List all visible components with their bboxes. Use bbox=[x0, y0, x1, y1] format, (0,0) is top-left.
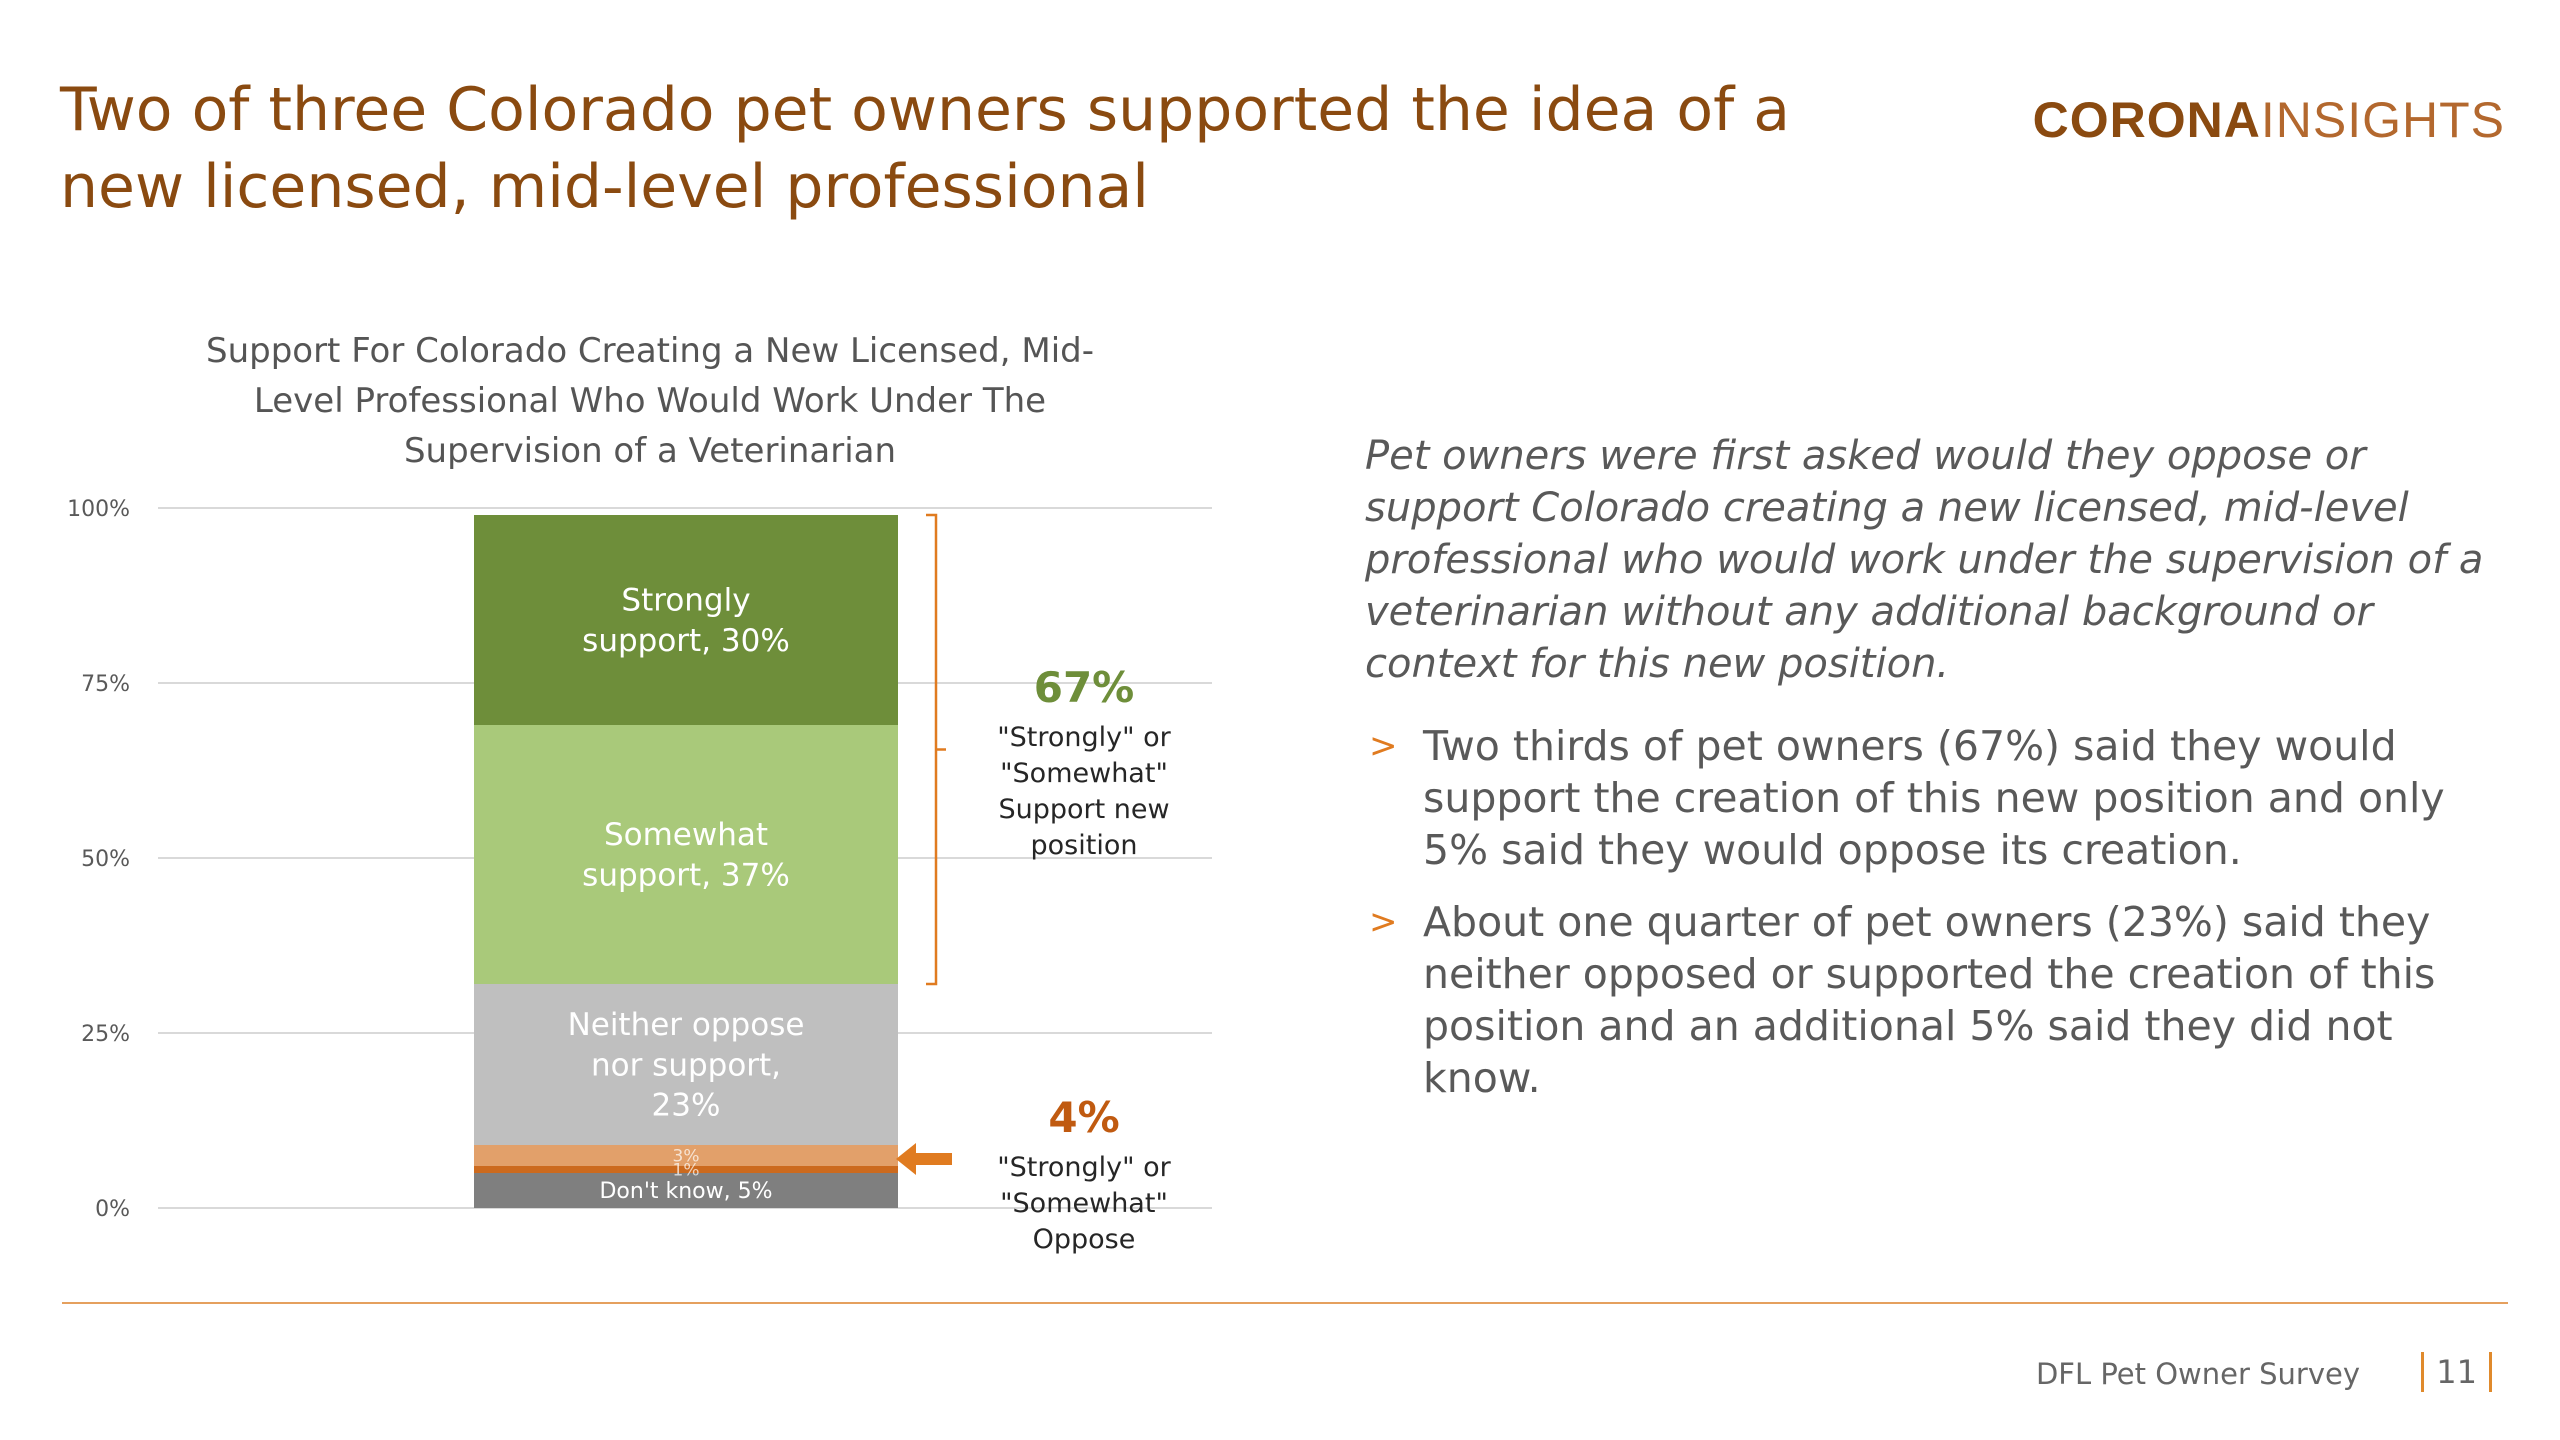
footer-survey-name: DFL Pet Owner Survey bbox=[2035, 1357, 2360, 1391]
finding-support-text: Two thirds of pet owners (67%) said they… bbox=[1423, 722, 2445, 874]
bar-segment-somewhat-oppose bbox=[474, 1145, 898, 1166]
oppose-annotation-line: Oppose bbox=[1033, 1224, 1136, 1255]
intro-description: Pet owners were first asked would they o… bbox=[1365, 433, 2484, 687]
y-tick-label: 75% bbox=[81, 672, 130, 697]
corona-insights-logo: CORONAINSIGHTS bbox=[2033, 92, 2505, 148]
segment-label: 1% bbox=[673, 1160, 700, 1180]
segment-label: Somewhat support, 37% bbox=[582, 817, 790, 893]
bar-segment-somewhat-support bbox=[474, 725, 898, 984]
y-tick-label: 50% bbox=[81, 847, 130, 872]
support-bracket bbox=[926, 513, 946, 986]
footer-divider bbox=[62, 1302, 2508, 1304]
support-annotation-line: Support new bbox=[998, 794, 1169, 825]
bar-segment-strongly-oppose bbox=[474, 1166, 898, 1173]
chart-title: Support For Colorado Creating a New Lice… bbox=[205, 331, 1094, 471]
support-annotation-line: position bbox=[1031, 830, 1138, 861]
logo-part-insights: INSIGHTS bbox=[2260, 92, 2505, 148]
oppose-annotation-line: "Somewhat" bbox=[1000, 1188, 1168, 1219]
segment-label: Neither oppose nor support, 23% bbox=[568, 1007, 805, 1124]
y-tick-label: 0% bbox=[95, 1197, 130, 1222]
oppose-annotation-value: 4% bbox=[1048, 1093, 1119, 1142]
segment-label: Don't know, 5% bbox=[599, 1179, 772, 1204]
segment-label: Strongly support, 30% bbox=[582, 583, 790, 659]
bar-segment-neither-oppose-nor-support bbox=[474, 984, 898, 1145]
finding-neutral-text: About one quarter of pet owners (23%) sa… bbox=[1423, 898, 2436, 1102]
left-arrow-icon bbox=[896, 1143, 952, 1175]
support-annotation-value: 67% bbox=[1034, 663, 1135, 712]
segment-label: 3% bbox=[673, 1146, 700, 1166]
finding-support: > Two thirds of pet owners (67%) said the… bbox=[1365, 720, 2515, 876]
bullet-chevron-icon: > bbox=[1369, 726, 1398, 766]
y-tick-label: 100% bbox=[67, 497, 130, 522]
logo-part-corona: CORONA bbox=[2032, 92, 2261, 148]
support-annotation-line: "Strongly" or bbox=[997, 722, 1171, 753]
bar-segment-don-t-know bbox=[474, 1173, 898, 1208]
stacked-bar-chart: 0% 25% 50% 75% 100% Strongly support, 30% Somew… bbox=[67, 497, 1212, 1255]
y-tick-label: 25% bbox=[81, 1022, 130, 1047]
page-number: 11 bbox=[2421, 1352, 2492, 1392]
bar-segment-strongly-support bbox=[474, 515, 898, 725]
bullet-chevron-icon: > bbox=[1369, 902, 1398, 942]
findings-list: > Two thirds of pet owners (67%) said the… bbox=[1365, 720, 2515, 1124]
oppose-annotation-line: "Strongly" or bbox=[997, 1152, 1171, 1183]
support-annotation-line: "Somewhat" bbox=[1000, 758, 1168, 789]
finding-neutral: > About one quarter of pet owners (23%) s… bbox=[1365, 896, 2515, 1104]
page-title: Two of three Colorado pet owners support… bbox=[60, 75, 1791, 222]
